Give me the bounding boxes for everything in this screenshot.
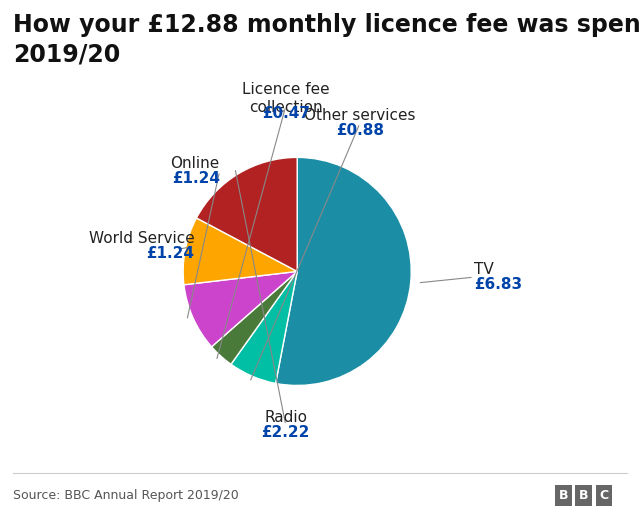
Wedge shape (231, 271, 297, 384)
Text: £0.47: £0.47 (262, 106, 310, 121)
Text: £1.24: £1.24 (147, 246, 195, 261)
Text: Source: BBC Annual Report 2019/20: Source: BBC Annual Report 2019/20 (13, 489, 239, 502)
Text: Online: Online (170, 156, 220, 171)
Text: C: C (600, 489, 609, 502)
Text: Licence fee
collection: Licence fee collection (242, 82, 330, 115)
Text: B: B (559, 489, 568, 502)
Wedge shape (276, 157, 412, 386)
Text: How your £12.88 monthly licence fee was spent
2019/20: How your £12.88 monthly licence fee was … (13, 13, 640, 67)
Text: £1.24: £1.24 (172, 171, 220, 186)
Text: £2.22: £2.22 (262, 425, 310, 440)
Wedge shape (212, 271, 297, 364)
Wedge shape (183, 218, 297, 285)
Text: £0.88: £0.88 (336, 123, 384, 138)
Wedge shape (196, 157, 297, 271)
Text: Other services: Other services (304, 108, 415, 123)
Text: TV: TV (474, 262, 493, 277)
Text: £6.83: £6.83 (474, 277, 522, 292)
Text: World Service: World Service (89, 232, 195, 247)
Text: Radio: Radio (264, 410, 307, 425)
Text: B: B (579, 489, 588, 502)
Wedge shape (184, 271, 297, 347)
